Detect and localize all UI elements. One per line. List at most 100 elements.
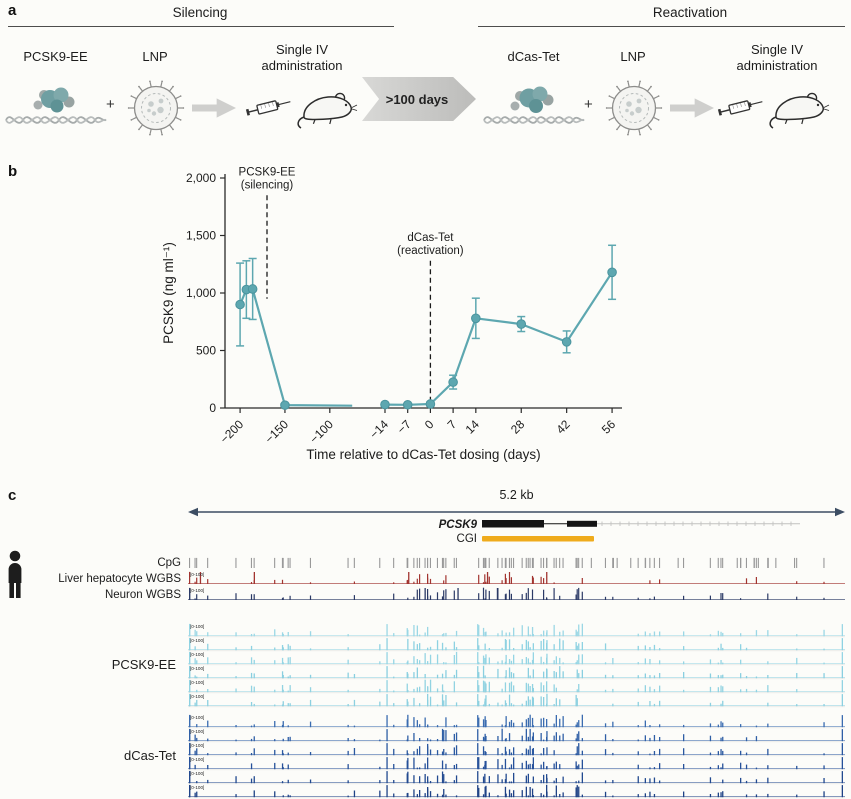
panel-c-label: c: [8, 487, 17, 504]
dcastet-track-3: [0-100]: [188, 742, 845, 757]
lnp-label: LNP: [142, 49, 168, 64]
syringe-icon: [245, 100, 291, 116]
human-icon: [8, 550, 22, 598]
track-range-label: [0-100]: [190, 729, 204, 734]
gap-arrow: >100 days: [362, 77, 476, 121]
lnp-label: LNP: [620, 49, 646, 64]
mouse-icon: [297, 92, 358, 129]
track-range-label: [0-100]: [190, 757, 204, 762]
svg-text:500: 500: [196, 344, 216, 358]
svg-text:42: 42: [553, 417, 573, 437]
track-range-label: [0-100]: [190, 715, 204, 720]
silencing-title: Silencing: [172, 5, 228, 20]
svg-text:2,000: 2,000: [186, 171, 216, 185]
track-range-label: [0-100]: [190, 694, 204, 699]
track-range-label: [0-100]: [190, 652, 204, 657]
dcastet-track-1: [0-100]: [188, 714, 845, 729]
pcsk9ee-track-4: [0-100]: [188, 665, 845, 680]
dcas-tet-construct-icon: [483, 86, 585, 124]
neuron-wgbs-label: Neuron WGBS: [105, 589, 181, 601]
pcsk9ee-construct-label: PCSK9-EE: [23, 49, 88, 64]
svg-text:14: 14: [463, 417, 483, 437]
dcastet-track-6: [0-100]: [188, 784, 845, 799]
cpg-track: [189, 557, 825, 568]
svg-text:0: 0: [209, 401, 216, 415]
scale-label: 5.2 kb: [499, 488, 533, 502]
pcsk9ee-track-6: [0-100]: [188, 693, 845, 708]
lnp-structure: [605, 80, 663, 136]
svg-text:−100: −100: [307, 417, 336, 446]
admin-line2: administration: [736, 58, 818, 74]
admin-line1: Single IV: [275, 42, 329, 57]
lnp-structure: [127, 80, 185, 136]
track-range-label: [0-100]: [190, 638, 204, 643]
workflow-arrow-icon: [192, 98, 236, 118]
dash-annotation-label: dCas-Tet: [407, 232, 454, 244]
x-axis-ticks: −200 −150 −100 −14 −7 0 7 14 28 42 56: [217, 408, 618, 446]
panel-a-label: a: [8, 2, 17, 19]
reactivation-title: Reactivation: [652, 5, 728, 20]
genome-browser: 5.2 kb PCSK9 CGI CpG Liver hepatocyte WGBS [0…: [8, 488, 845, 799]
track-range-label: [0-100]: [190, 624, 204, 629]
dcastet-track-5: [0-100]: [188, 770, 845, 785]
pcsk9ee-track-1: [0-100]: [188, 623, 845, 638]
dash-annotations: PCSK9-EE(silencing) dCas-Tet(reactivation…: [239, 166, 464, 405]
pcsk9ee-track-3: [0-100]: [188, 651, 845, 666]
track-range-label: [0-100]: [190, 785, 204, 790]
track-range-label: [0-100]: [190, 666, 204, 671]
cpg-track-label: CpG: [157, 557, 181, 569]
x-axis-label: Time relative to dCas-Tet dosing (days): [306, 447, 540, 462]
pcsk9ee-group-label: PCSK9-EE: [112, 657, 177, 672]
lnp-icon: [605, 80, 663, 136]
liver-wgbs-track: [0-100]: [188, 571, 845, 584]
gene-label: PCSK9: [439, 519, 478, 531]
dcas-tet-construct-label: dCas-Tet: [507, 49, 560, 64]
pcsk9ee-track-2: [0-100]: [188, 637, 845, 652]
series-1: [380, 244, 617, 410]
liver-wgbs-label: Liver hepatocyte WGBS: [58, 573, 181, 585]
svg-text:−200: −200: [217, 417, 246, 446]
svg-text:−7: −7: [394, 417, 414, 437]
silencing-rule: [8, 26, 394, 27]
series-0: [235, 257, 353, 410]
svg-text:7: 7: [445, 417, 460, 432]
panel-b-label: b: [8, 163, 18, 180]
pcsk9-timecourse-chart: PCSK9-EE(silencing) dCas-Tet(reactivation…: [161, 166, 622, 462]
plus-sign: +: [106, 96, 115, 113]
admin-line2: administration: [261, 58, 343, 74]
syringe-icon: [717, 100, 763, 116]
pcsk9ee-track-5: [0-100]: [188, 679, 845, 694]
dash-annotation-label: PCSK9-EE: [239, 166, 296, 178]
track-range-label: [0-100]: [190, 588, 204, 593]
dcastet-track-2: [0-100]: [188, 728, 845, 743]
workflow-arrow-icon: [670, 98, 714, 118]
admin-label: Single IV administration: [243, 42, 361, 75]
dash-annotation-label: (reactivation): [397, 245, 464, 257]
dcastet-group-label: dCas-Tet: [124, 748, 176, 763]
dash-annotation-label: (silencing): [241, 179, 294, 191]
cgi-label: CGI: [457, 533, 477, 545]
svg-text:1,000: 1,000: [186, 286, 216, 300]
y-axis-ticks: 0 500 1,000 1,500 2,000: [186, 171, 225, 415]
svg-text:−14: −14: [367, 417, 392, 442]
admin-line1: Single IV: [750, 42, 804, 57]
track-range-label: [0-100]: [190, 743, 204, 748]
pcsk9ee-construct-icon: [5, 87, 107, 124]
dcastet-track-4: [0-100]: [188, 756, 845, 771]
svg-text:28: 28: [508, 417, 528, 437]
y-axis-label: PCSK9 (ng ml⁻¹): [161, 242, 176, 344]
reactivation-rule: [478, 26, 845, 27]
track-range-label: [0-100]: [190, 680, 204, 685]
svg-text:0: 0: [422, 417, 437, 432]
gap-arrow-label: >100 days: [385, 91, 449, 107]
plus-sign: +: [584, 96, 593, 113]
mouse-icon: [769, 92, 830, 129]
svg-text:−150: −150: [262, 417, 291, 446]
svg-text:1,500: 1,500: [186, 229, 216, 243]
lnp-icon: [127, 80, 185, 136]
track-range-label: [0-100]: [190, 771, 204, 776]
track-range-label: [0-100]: [190, 572, 204, 577]
neuron-wgbs-track: [0-100]: [188, 587, 845, 600]
gene-model: [482, 520, 800, 528]
